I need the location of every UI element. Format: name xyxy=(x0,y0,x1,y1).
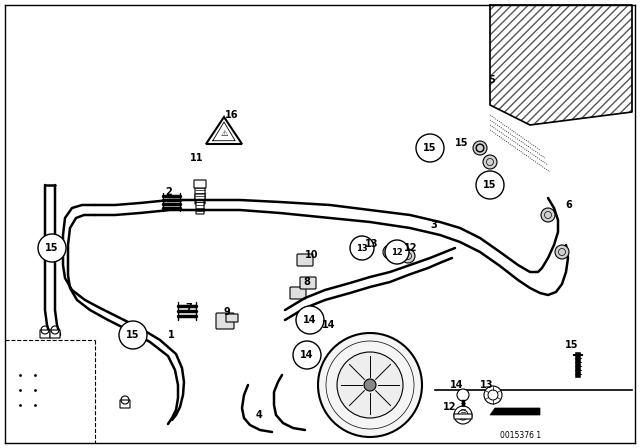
FancyBboxPatch shape xyxy=(194,180,206,188)
Text: 6: 6 xyxy=(565,200,572,210)
Circle shape xyxy=(293,341,321,369)
Circle shape xyxy=(318,333,422,437)
Text: 12: 12 xyxy=(391,247,403,257)
Text: 2: 2 xyxy=(165,187,172,197)
Text: 13: 13 xyxy=(365,239,378,249)
Circle shape xyxy=(119,321,147,349)
Circle shape xyxy=(383,245,397,259)
Text: 3: 3 xyxy=(430,220,436,230)
Circle shape xyxy=(541,208,555,222)
Circle shape xyxy=(38,234,66,262)
Polygon shape xyxy=(206,117,242,144)
FancyBboxPatch shape xyxy=(226,314,238,322)
Text: 14: 14 xyxy=(450,380,463,390)
Text: 15: 15 xyxy=(455,138,468,148)
Circle shape xyxy=(364,379,376,391)
FancyBboxPatch shape xyxy=(195,194,205,200)
Text: 12: 12 xyxy=(404,243,417,253)
Text: 15: 15 xyxy=(45,243,59,253)
Circle shape xyxy=(401,249,415,263)
FancyBboxPatch shape xyxy=(120,400,130,408)
FancyBboxPatch shape xyxy=(454,414,472,419)
Text: 15: 15 xyxy=(126,330,140,340)
Text: ⚠: ⚠ xyxy=(220,129,228,138)
Text: 1: 1 xyxy=(168,330,175,340)
Text: 10: 10 xyxy=(305,250,319,260)
Text: 14: 14 xyxy=(322,320,335,330)
Text: 14: 14 xyxy=(300,350,314,360)
Circle shape xyxy=(484,386,502,404)
Circle shape xyxy=(473,141,487,155)
Text: 12: 12 xyxy=(443,402,456,412)
Text: 15: 15 xyxy=(565,340,579,350)
Text: 7: 7 xyxy=(185,303,192,313)
Text: 5: 5 xyxy=(488,75,495,85)
FancyBboxPatch shape xyxy=(195,188,205,204)
Circle shape xyxy=(457,389,469,401)
Text: 4: 4 xyxy=(256,410,263,420)
Text: 11: 11 xyxy=(190,153,204,163)
FancyBboxPatch shape xyxy=(216,313,234,329)
Circle shape xyxy=(416,134,444,162)
FancyBboxPatch shape xyxy=(196,200,204,214)
Circle shape xyxy=(476,171,504,199)
Circle shape xyxy=(385,240,409,264)
FancyBboxPatch shape xyxy=(40,330,50,338)
Polygon shape xyxy=(490,408,540,415)
Text: 16: 16 xyxy=(225,110,239,120)
Text: 8: 8 xyxy=(303,277,310,287)
Circle shape xyxy=(350,236,374,260)
Text: 13: 13 xyxy=(480,380,493,390)
Text: 0015376 1: 0015376 1 xyxy=(500,431,541,439)
Circle shape xyxy=(454,406,472,424)
Circle shape xyxy=(483,155,497,169)
Circle shape xyxy=(337,352,403,418)
Circle shape xyxy=(555,245,569,259)
Text: 15: 15 xyxy=(423,143,436,153)
FancyBboxPatch shape xyxy=(300,277,316,289)
Circle shape xyxy=(296,306,324,334)
Text: 15: 15 xyxy=(483,180,497,190)
FancyBboxPatch shape xyxy=(50,330,60,338)
FancyBboxPatch shape xyxy=(290,287,306,299)
Text: 14: 14 xyxy=(303,315,317,325)
Text: 13: 13 xyxy=(356,244,368,253)
Text: 9: 9 xyxy=(223,307,230,317)
FancyBboxPatch shape xyxy=(297,254,313,266)
